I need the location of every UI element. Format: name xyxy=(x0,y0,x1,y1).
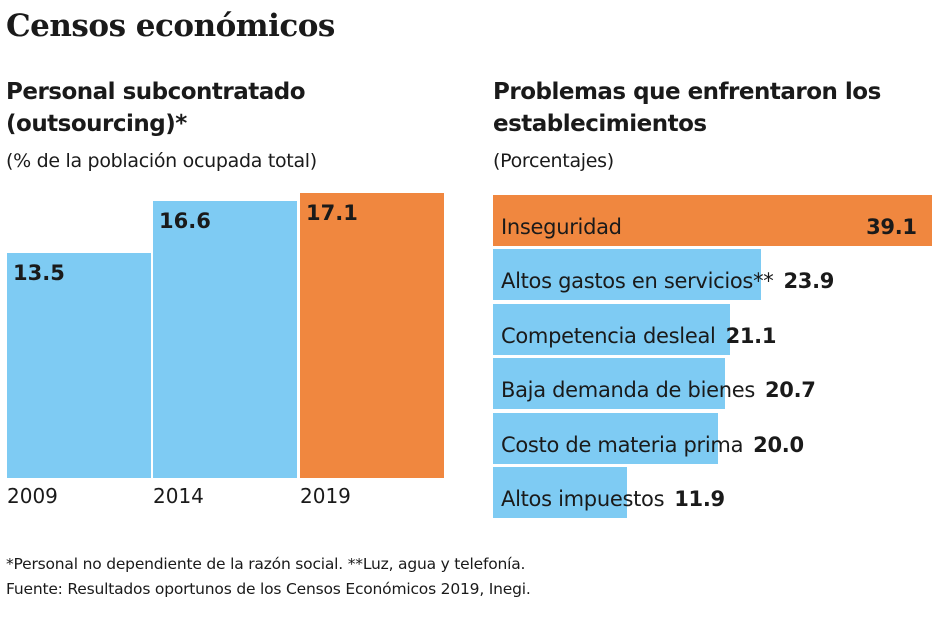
footnote: *Personal no dependiente de la razón soc… xyxy=(6,555,526,573)
bar-altos-gastos-en-servicios- xyxy=(493,249,762,301)
bar-value-label: 13.5 xyxy=(13,260,65,285)
bar-inseguridad xyxy=(493,195,933,246)
bar-value-label: 20.0 xyxy=(753,432,804,457)
bar-baja-demanda-de-bienes xyxy=(493,358,726,410)
x-tick-label: 2019 xyxy=(300,484,351,508)
left-chart-subtitle: (% de la población ocupada total) xyxy=(6,150,317,172)
bar-altos-impuestos xyxy=(493,467,627,518)
bar-value-label: 39.1 xyxy=(866,215,917,239)
source-note: Fuente: Resultados oportunos de los Cens… xyxy=(6,580,531,598)
bar-label: Inseguridad 39.1 xyxy=(501,215,917,239)
bar-value-label: 16.6 xyxy=(159,209,211,234)
bar-value-label: 17.1 xyxy=(306,200,358,225)
page-title: Censos económicos xyxy=(6,8,335,44)
bar-costo-de-materia-prima xyxy=(493,412,718,464)
x-tick-label: 2009 xyxy=(7,484,58,508)
bar-value-label: 20.7 xyxy=(765,378,816,403)
x-tick-label: 2014 xyxy=(153,484,204,508)
right-chart-subtitle: (Porcentajes) xyxy=(493,150,614,172)
category-label: Inseguridad xyxy=(501,215,622,239)
bar-2014 xyxy=(153,201,297,478)
right-chart-title: Problemas que enfrentaron los establecim… xyxy=(493,79,881,137)
category-label: Competencia desleal xyxy=(501,323,716,348)
bar-value-label: 23.9 xyxy=(783,269,835,294)
bar-label: Altos impuestos 11.9 xyxy=(501,487,725,511)
bar-2019 xyxy=(300,192,444,478)
bar-label: Costo de materia prima 20.0 xyxy=(501,433,804,457)
bar-label: Competencia desleal 21.1 xyxy=(501,324,776,348)
bar-label: Altos gastos en servicios** 23.9 xyxy=(501,269,834,293)
bar-competencia-desleal xyxy=(493,303,730,355)
category-label: Altos impuestos xyxy=(501,487,665,511)
bar-2009 xyxy=(7,252,151,478)
category-label: Baja demanda de bienes xyxy=(501,378,755,403)
category-label: Altos gastos en servicios** xyxy=(501,269,774,294)
bar-label: Baja demanda de bienes 20.7 xyxy=(501,378,816,402)
left-chart-title: Personal subcontratado (outsourcing)* xyxy=(6,79,306,137)
bar-value-label: 11.9 xyxy=(674,487,725,511)
category-label: Costo de materia prima xyxy=(501,432,744,457)
bar-value-label: 21.1 xyxy=(725,323,777,348)
